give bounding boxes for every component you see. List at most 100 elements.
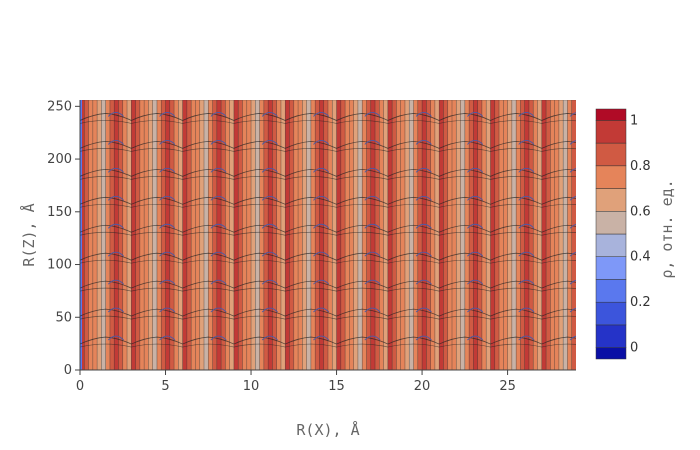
contour-line-low <box>261 195 278 201</box>
contour-line <box>131 196 183 205</box>
contour-line-low <box>159 335 176 341</box>
contour-column <box>250 100 256 370</box>
contour-column <box>259 100 265 370</box>
contour-line-low <box>518 195 535 201</box>
contour-line <box>80 113 132 121</box>
contour-line <box>439 113 491 121</box>
contour-line-low <box>159 251 176 257</box>
contour-line-low <box>159 112 176 117</box>
contour-column <box>186 100 192 370</box>
contour-line <box>541 141 576 149</box>
contour-line <box>80 141 132 149</box>
contour-line <box>285 259 337 264</box>
contour-line <box>336 315 388 320</box>
contour-line <box>285 336 337 345</box>
x-tick-label: 20 <box>414 379 431 394</box>
contour-line-low <box>210 307 227 313</box>
contour-line <box>182 259 235 264</box>
contour-line-low <box>467 223 484 229</box>
contour-line <box>439 148 491 152</box>
contour-column <box>148 100 154 370</box>
contour-column <box>379 100 385 370</box>
contour-line <box>285 113 337 121</box>
contour-line-low <box>364 223 381 229</box>
contour-line <box>541 224 576 233</box>
contour-column <box>361 100 368 370</box>
contour-line <box>233 252 286 261</box>
contour-line <box>541 252 576 261</box>
contour-line <box>336 280 389 289</box>
contour-line <box>439 196 491 205</box>
contour-line <box>80 252 132 261</box>
contour-line-low <box>569 168 576 173</box>
contour-column <box>498 100 504 370</box>
contour-line <box>285 343 337 348</box>
contour-column <box>344 100 350 370</box>
contour-line-low <box>210 195 227 201</box>
contour-line <box>285 203 337 208</box>
contour-column <box>139 100 145 370</box>
contour-line <box>490 287 542 292</box>
contour-line <box>439 287 491 292</box>
contour-line <box>387 120 440 124</box>
contour-line-low <box>364 279 381 285</box>
contour-column <box>558 100 564 370</box>
contour-line-low <box>518 223 535 229</box>
contour-column <box>430 100 436 370</box>
contour-line <box>233 259 286 264</box>
contour-line <box>131 343 183 348</box>
contour-line-low <box>313 223 330 229</box>
contour-line <box>131 336 183 345</box>
contour-line <box>233 280 286 289</box>
contour-column <box>88 100 94 370</box>
contour-line-low <box>107 223 124 229</box>
contour-line <box>80 196 132 205</box>
contour-line <box>233 287 286 292</box>
y-tick-label: 50 <box>55 310 72 325</box>
contour-line-low <box>313 251 330 257</box>
contour-line-low <box>210 112 227 117</box>
contour-line <box>80 176 132 180</box>
contour-column <box>255 100 261 370</box>
contour-line <box>439 259 491 264</box>
contour-line <box>387 113 440 121</box>
contour-line <box>233 315 286 320</box>
contour-line <box>336 287 388 292</box>
contour-line <box>387 148 440 152</box>
contour-line <box>182 168 235 177</box>
contour-line <box>131 141 183 149</box>
contour-line <box>387 336 440 345</box>
contour-line-low <box>261 139 278 145</box>
contour-column <box>494 100 500 370</box>
x-tick-label: 0 <box>76 379 84 394</box>
contour-line <box>233 113 286 121</box>
contour-line-low <box>210 335 227 341</box>
contour-line <box>233 176 286 180</box>
contour-line <box>439 315 491 320</box>
colorbar-tick-label: 0.4 <box>630 250 651 265</box>
contour-column <box>511 100 517 370</box>
contour-line <box>541 113 576 121</box>
contour-line-low <box>313 279 330 285</box>
contour-line-low <box>210 139 227 145</box>
contour-line-low <box>159 167 176 173</box>
contour-line <box>182 280 235 289</box>
contour-line <box>387 308 440 317</box>
contour-line <box>182 308 235 317</box>
contour-column <box>353 100 359 370</box>
contour-column <box>567 100 573 370</box>
contour-line <box>233 196 286 205</box>
contour-column <box>122 100 128 370</box>
contour-line <box>182 252 235 261</box>
contour-line-low <box>518 139 535 145</box>
contour-line-low <box>313 335 330 341</box>
contour-column <box>237 100 244 370</box>
contour-line <box>80 315 132 320</box>
contour-line <box>490 120 542 124</box>
contour-line <box>336 168 389 177</box>
contour-column <box>195 100 201 370</box>
contour-line <box>80 343 132 348</box>
contour-line-low <box>159 195 176 201</box>
contour-line <box>490 224 542 233</box>
